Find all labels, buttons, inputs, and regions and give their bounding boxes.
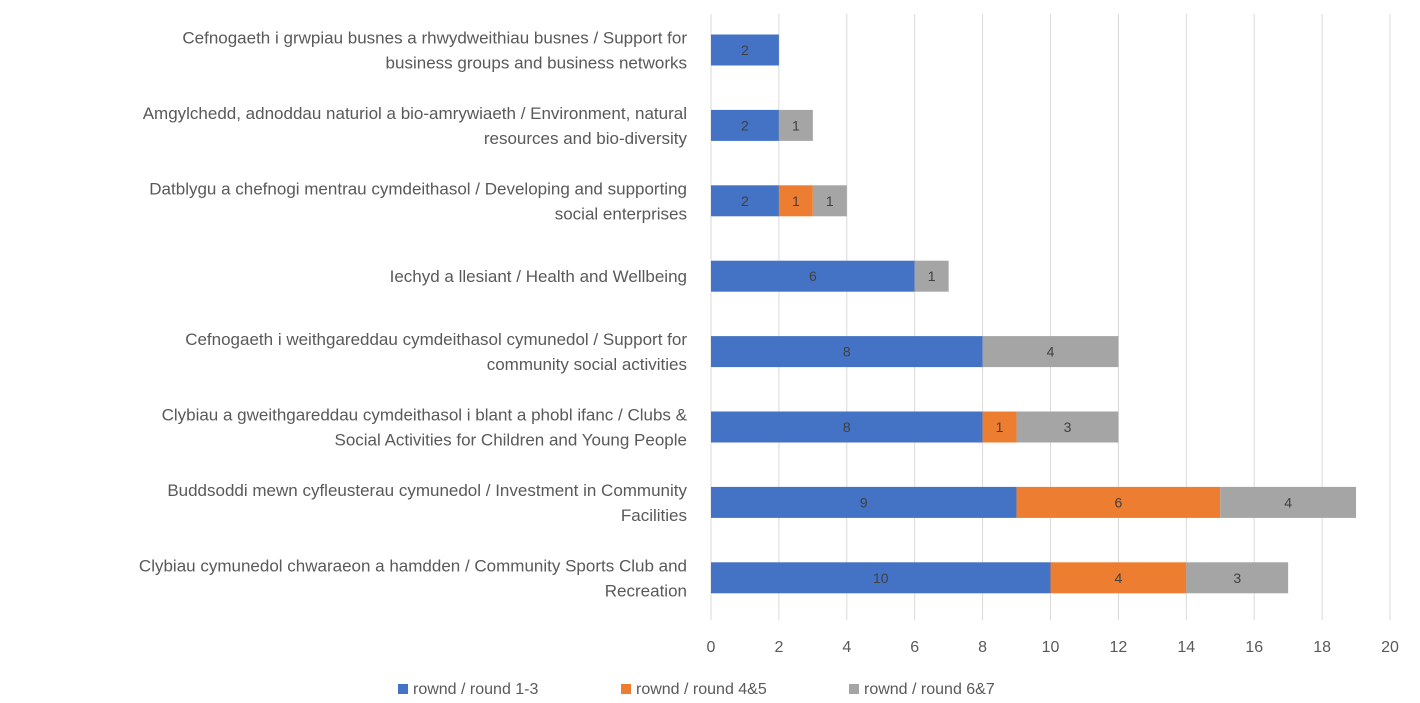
- bar-value-label: 4: [1284, 494, 1292, 510]
- bar-value-label: 9: [860, 494, 868, 510]
- bar-value-label: 6: [809, 268, 817, 284]
- bar-value-label: 1: [826, 193, 834, 209]
- bar-value-label: 2: [741, 42, 749, 58]
- category-label-line: social enterprises: [555, 204, 687, 223]
- category-label: Datblygu a chefnogi mentrau cymdeithasol…: [149, 179, 687, 223]
- bar-value-label: 1: [792, 117, 800, 133]
- bar-segment: [778, 109, 813, 141]
- bar-segment: [711, 185, 779, 217]
- x-tick-label: 10: [1042, 639, 1060, 656]
- bar-value-label: 4: [1115, 570, 1123, 586]
- category-label-line: Facilities: [621, 506, 687, 525]
- bar-segment: [982, 336, 1119, 368]
- bar-segment: [1050, 562, 1187, 594]
- legend-label: rownd / round 1-3: [413, 681, 539, 698]
- bar-value-label: 8: [843, 419, 851, 435]
- category-label-line: resources and bio-diversity: [484, 129, 688, 148]
- bar-value-label: 2: [741, 193, 749, 209]
- bars: 22 12 1 16 18 48 1 39 6 410 4 3: [711, 34, 1357, 594]
- category-label: Amgylchedd, adnoddau naturiol a bio-amry…: [143, 104, 688, 148]
- category-labels: Cefnogaeth i grwpiau busnes a rhwydweith…: [139, 29, 688, 601]
- bar-segment: [1016, 411, 1119, 443]
- bar-segment: [711, 562, 1051, 594]
- bar-value-label: 3: [1233, 570, 1241, 586]
- bar-segment: [812, 185, 847, 217]
- bar-value-label: 10: [873, 570, 889, 586]
- bar-value-label: 3: [1064, 419, 1072, 435]
- bar-segment: [711, 336, 983, 368]
- bar-segment: [711, 34, 779, 66]
- legend-swatch: [849, 684, 859, 694]
- bar-value-label: 4: [1047, 344, 1055, 360]
- x-tick-label: 2: [774, 639, 783, 656]
- bar-segment: [711, 260, 915, 292]
- legend-swatch: [621, 684, 631, 694]
- bar-value-label: 8: [843, 344, 851, 360]
- x-tick-label: 8: [978, 639, 987, 656]
- bar-value-label: 1: [792, 193, 800, 209]
- category-label-line: Buddsoddi mewn cyfleusterau cymunedol / …: [167, 481, 687, 500]
- category-label-line: Iechyd a llesiant / Health and Wellbeing: [390, 267, 687, 286]
- legend: rownd / round 1-3 rownd / round 4&5 rownd …: [398, 681, 995, 698]
- category-label-line: community social activities: [487, 355, 687, 374]
- category-label-line: Cefnogaeth i grwpiau busnes a rhwydweith…: [182, 29, 687, 48]
- category-label-line: Clybiau a gweithgareddau cymdeithasol i …: [162, 406, 688, 425]
- gridlines: [710, 14, 1391, 620]
- category-label: Cefnogaeth i weithgareddau cymdeithasol …: [185, 330, 687, 374]
- legend-label: rownd / round 4&5: [636, 681, 767, 698]
- category-label: Buddsoddi mewn cyfleusterau cymunedol / …: [167, 481, 687, 525]
- bar-segment: [711, 109, 779, 141]
- x-tick-label: 4: [842, 639, 851, 656]
- category-label-line: Clybiau cymunedol chwaraeon a hamdden / …: [139, 556, 687, 575]
- bar-value-label: 6: [1115, 494, 1123, 510]
- bar-segment: [711, 486, 1017, 518]
- x-tick-label: 6: [910, 639, 919, 656]
- bar-segment: [711, 411, 983, 443]
- x-tick-label: 12: [1110, 639, 1128, 656]
- category-label-line: business groups and business networks: [386, 54, 687, 73]
- category-label-line: Amgylchedd, adnoddau naturiol a bio-amry…: [143, 104, 687, 123]
- category-label-line: Datblygu a chefnogi mentrau cymdeithasol…: [149, 179, 687, 198]
- legend-swatch: [398, 684, 408, 694]
- category-label: Clybiau cymunedol chwaraeon a hamdden / …: [139, 556, 687, 600]
- bar-segment: [778, 185, 813, 217]
- bar-segment: [1186, 562, 1289, 594]
- category-label-line: Recreation: [605, 581, 687, 600]
- category-label-line: Social Activities for Children and Young…: [334, 431, 687, 450]
- category-label: Cefnogaeth i grwpiau busnes a rhwydweith…: [182, 29, 687, 73]
- x-axis-tick-labels: 0 2 4 6 8 10 12 14 16 18 20: [707, 639, 1399, 656]
- category-label: Iechyd a llesiant / Health and Wellbeing: [390, 267, 687, 286]
- bar-segment: [982, 411, 1017, 443]
- x-tick-label: 20: [1381, 639, 1399, 656]
- bar-segment: [1016, 486, 1221, 518]
- bar-value-label: 1: [928, 268, 936, 284]
- x-tick-label: 18: [1313, 639, 1331, 656]
- bar-value-label: 2: [741, 117, 749, 133]
- legend-label: rownd / round 6&7: [864, 681, 995, 698]
- bar-segment: [1220, 486, 1357, 518]
- category-label-line: Cefnogaeth i weithgareddau cymdeithasol …: [185, 330, 687, 349]
- x-tick-label: 0: [707, 639, 716, 656]
- bar-segment: [914, 260, 949, 292]
- category-label: Clybiau a gweithgareddau cymdeithasol i …: [162, 406, 688, 450]
- bar-value-label: 1: [996, 419, 1004, 435]
- x-tick-label: 16: [1245, 639, 1263, 656]
- x-tick-label: 14: [1177, 639, 1195, 656]
